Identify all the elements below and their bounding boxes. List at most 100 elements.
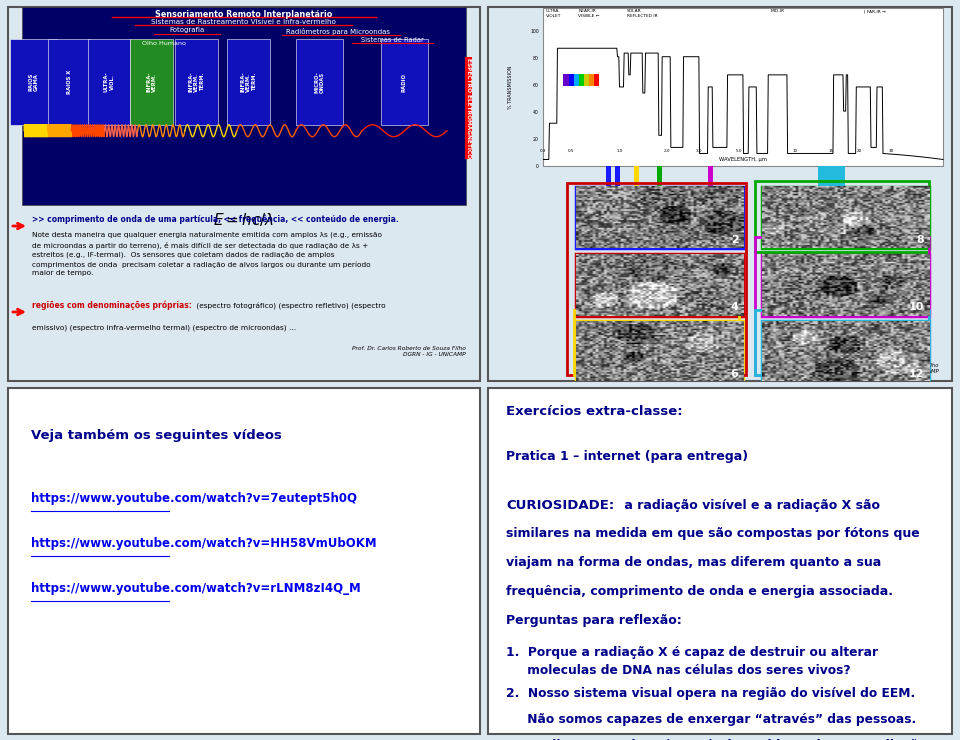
Text: 10: 10 [909,302,924,312]
Text: INFRA-
VERM.
TÉRM.: INFRA- VERM. TÉRM. [188,72,204,92]
Text: MICRO-
ONDAS: MICRO- ONDAS [314,71,324,93]
Text: 2.  Nosso sistema visual opera na região do visível do EEM.: 2. Nosso sistema visual opera na região … [506,687,916,700]
Text: 80: 80 [533,56,539,61]
Text: NEAR-IR
VISIBLE ←: NEAR-IR VISIBLE ← [578,10,600,18]
Bar [658,166,662,190]
Text: Note desta maneira que qualquer energia naturalmente emitida com amplos λs (e.g.: Note desta maneira que qualquer energia … [33,232,382,277]
Bar [10,39,58,125]
Text: 1.  Porque a radiação X é capaz de destruir ou alterar
     moleculas de DNA nas: 1. Porque a radiação X é capaz de destru… [506,646,878,677]
Bar [584,75,589,86]
Bar [88,39,131,125]
Bar [708,166,713,190]
Text: Olho Humano: Olho Humano [141,41,185,46]
Text: 0: 0 [536,164,539,169]
Text: frequência, comprimento de onda e energia associada.: frequência, comprimento de onda e energi… [506,585,893,598]
Text: Perguntas para reflexão:: Perguntas para reflexão: [506,613,682,627]
Text: 20: 20 [533,137,539,142]
Text: Prof. Dr. Carlos Roberto de Souza Filho
DGRN - IG - UNICAMP: Prof. Dr. Carlos Roberto de Souza Filho … [352,346,466,357]
Text: 4: 4 [731,302,738,312]
Text: Pratica 1 – internet (para entrega): Pratica 1 – internet (para entrega) [506,450,749,463]
Text: 40: 40 [533,110,539,115]
Text: (espectro fotográfico) (espectro refletivo) (espectro: (espectro fotográfico) (espectro refleti… [194,303,386,310]
Text: Exercícios extra-classe:: Exercícios extra-classe: [506,405,683,418]
Text: 12: 12 [909,369,924,379]
Bar [755,238,929,375]
Bar [574,310,738,375]
Bar [576,321,743,383]
Text: | FAR-IR →: | FAR-IR → [864,10,886,13]
Text: ULTRA-
VIOL.: ULTRA- VIOL. [104,72,114,92]
Bar [568,75,574,86]
Bar [296,39,343,125]
Text: 2.0: 2.0 [664,149,670,153]
Text: a radiação visível e a radiação X são: a radiação visível e a radiação X são [620,499,880,511]
Bar [576,254,743,316]
Text: % TRANSMISSION: % TRANSMISSION [509,65,514,109]
Text: MID-IR: MID-IR [771,10,785,13]
Text: https://www.youtube.com/watch?v=HH58VmUbOKM: https://www.youtube.com/watch?v=HH58VmUb… [32,536,377,550]
Text: 10: 10 [793,149,798,153]
Bar [176,39,218,125]
Text: https://www.youtube.com/watch?v=rLNM8zI4Q_M: https://www.youtube.com/watch?v=rLNM8zI4… [32,582,361,595]
Text: 20: 20 [856,149,862,153]
Text: 6: 6 [731,369,738,379]
Text: Prof. Dr. Carlos Roberto de Souza Filho
DGRN - IG - UNICAMP: Prof. Dr. Carlos Roberto de Souza Filho … [837,363,938,374]
Bar [564,75,568,86]
Bar [615,166,620,190]
Text: Sistemas de Rastreamento Visível e Infra-vermelho: Sistemas de Rastreamento Visível e Infra… [152,18,336,24]
Text: ESPECTRO ELETROMAGNÉTICO: ESPECTRO ELETROMAGNÉTICO [466,58,470,158]
Text: WAVELENGTH, μm: WAVELENGTH, μm [719,158,767,163]
Bar [381,39,428,125]
Text: 0.3: 0.3 [540,149,546,153]
Bar [818,166,846,190]
Bar [48,39,90,125]
Bar [566,183,746,375]
Text: Fotografia: Fotografia [170,27,204,33]
Bar [606,166,611,190]
Text: 8: 8 [917,235,924,245]
Bar [762,254,929,316]
Text: Sistemas de Radar: Sistemas de Radar [361,36,424,42]
Text: 60: 60 [533,83,539,88]
Text: $E = hc/\lambda$: $E = hc/\lambda$ [213,211,275,228]
Bar [762,186,929,249]
Text: RAIOS X: RAIOS X [66,70,72,94]
Text: RÁDIO: RÁDIO [402,73,407,92]
Text: 3.0: 3.0 [696,149,703,153]
Bar [579,75,584,86]
Text: 100: 100 [530,30,539,34]
Text: similares na medida em que são compostas por fótons que: similares na medida em que são compostas… [506,528,920,540]
Bar [228,39,270,125]
Bar [22,7,466,206]
Text: Sensoriamento Remoto Interplanetário: Sensoriamento Remoto Interplanetário [156,10,332,19]
Text: Veja também os seguintes vídeos: Veja também os seguintes vídeos [32,429,282,443]
Text: https://www.youtube.com/watch?v=7eutept5h0Q: https://www.youtube.com/watch?v=7eutept5… [32,491,357,505]
Bar [574,75,579,86]
Bar [543,8,943,166]
Bar [594,75,599,86]
Text: CURIOSIDADE:: CURIOSIDADE: [506,499,614,511]
Text: 2: 2 [731,235,738,245]
Text: INFRA-
VERM.
TÉRM.: INFRA- VERM. TÉRM. [240,72,257,92]
Text: INFRA-
VERM.: INFRA- VERM. [146,72,157,92]
Text: Não somos capazes de enxergar “através” das pessoas.: Não somos capazes de enxergar “através” … [506,713,917,726]
Text: emissivo) (espectro infra-vermelho termal) (espectro de microondas) ...: emissivo) (espectro infra-vermelho terma… [33,324,297,331]
Text: 15: 15 [828,149,833,153]
Bar [131,39,173,125]
Bar [634,166,638,190]
Bar [589,75,594,86]
Text: regiões com denominações próprias:: regiões com denominações próprias: [33,300,192,310]
Text: ULTRA-
VIOLET: ULTRA- VIOLET [545,10,562,18]
Bar [755,310,929,375]
Text: RAIOS
GAMA: RAIOS GAMA [28,73,39,91]
Text: Radiômetros para Microondas: Radiômetros para Microondas [286,28,391,36]
Text: SOLAR
REFLECTED IR: SOLAR REFLECTED IR [627,10,658,18]
Text: 0.5: 0.5 [568,149,575,153]
Bar [762,321,929,383]
Bar [576,186,743,249]
Text: 30: 30 [888,149,894,153]
Text: 5.0: 5.0 [736,149,742,153]
Text: 1.0: 1.0 [616,149,622,153]
Text: viajam na forma de ondas, mas diferem quanto a sua: viajam na forma de ondas, mas diferem qu… [506,556,881,569]
Text: >> comprimento de onda de uma partícula, << frequência, << conteúdo de energia.: >> comprimento de onda de uma partícula,… [33,215,399,224]
